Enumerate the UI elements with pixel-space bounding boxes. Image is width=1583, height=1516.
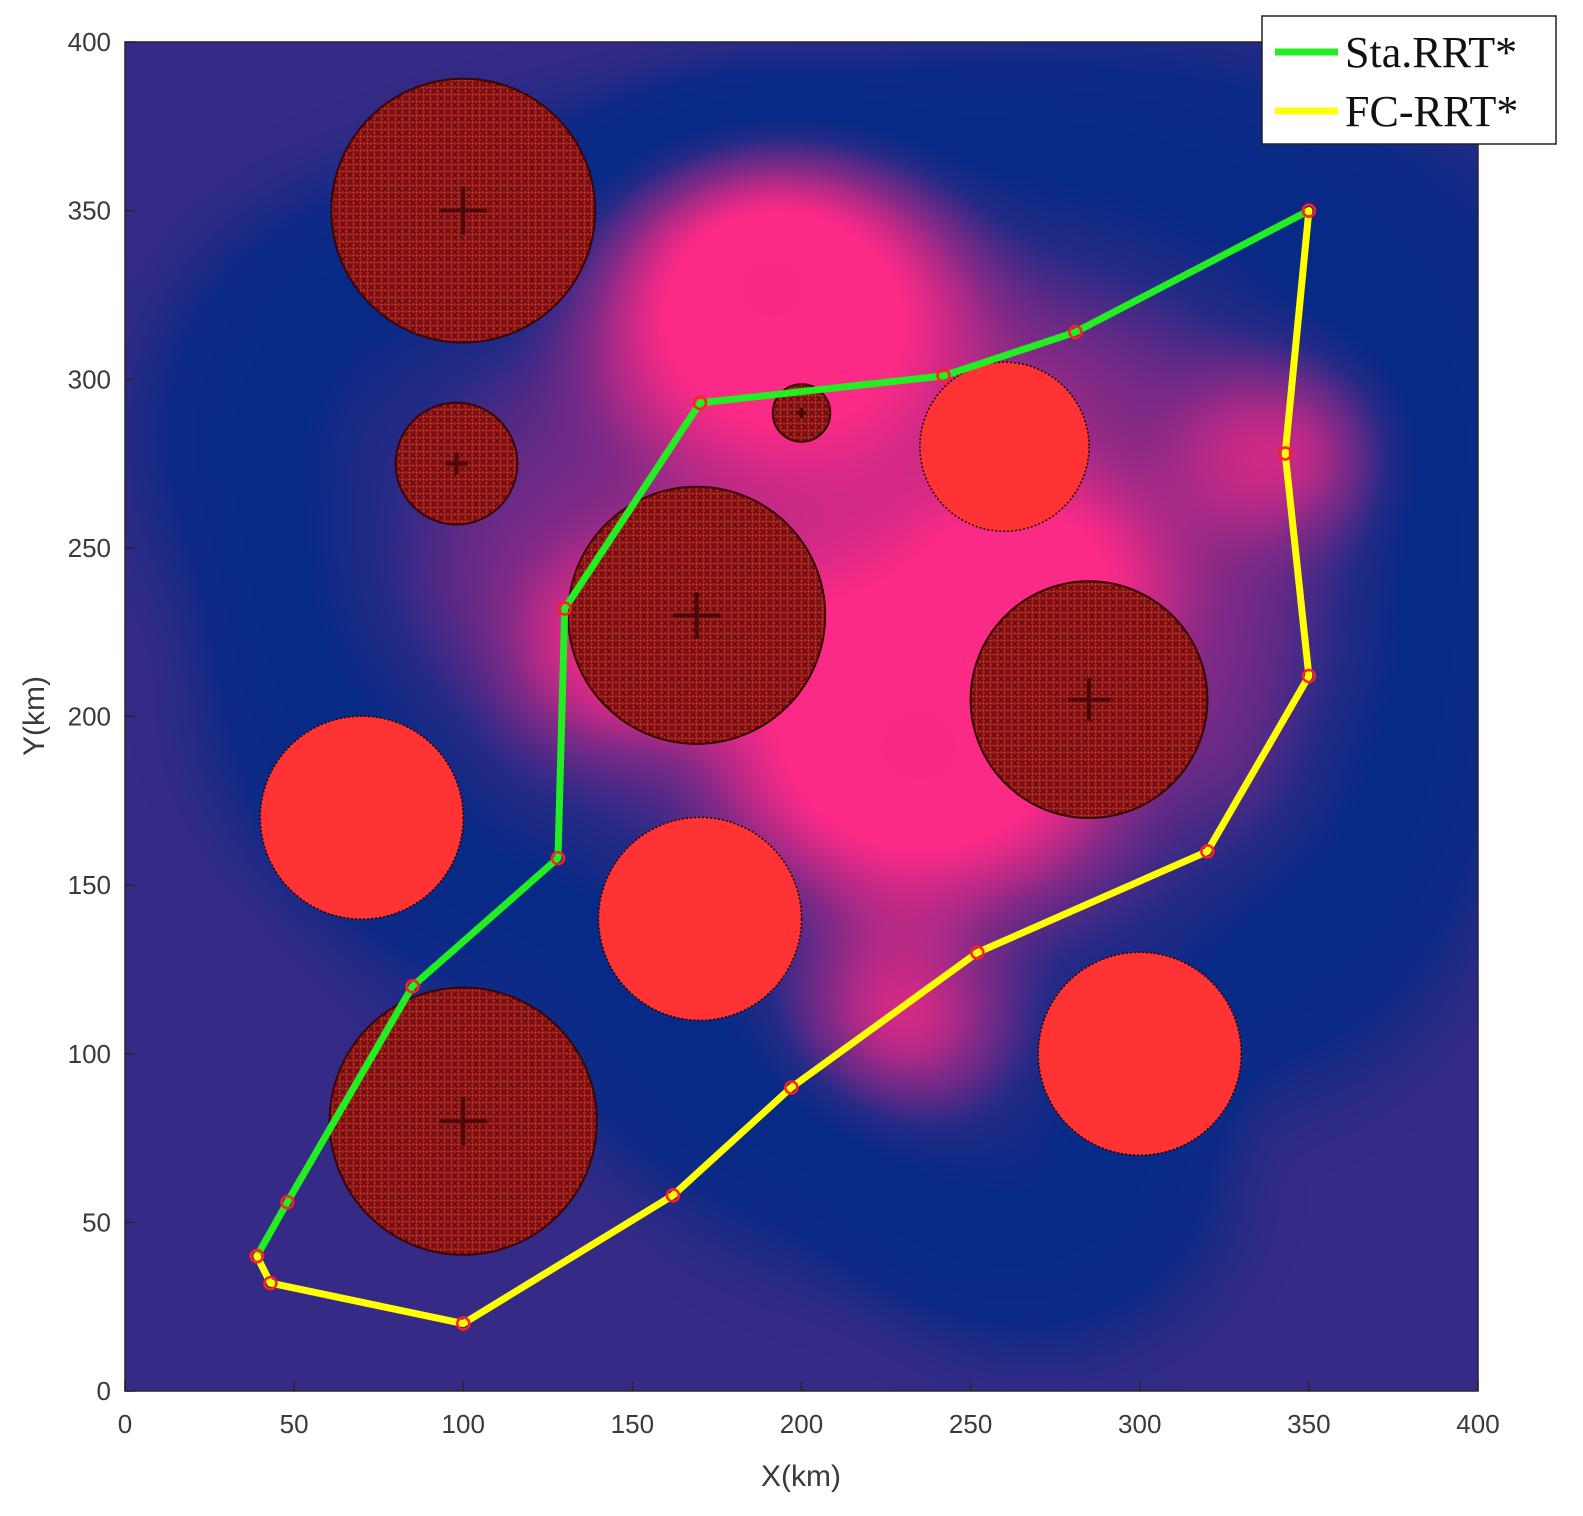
y-tick-label: 200 <box>68 702 111 732</box>
obstacle-center-mark <box>673 592 720 639</box>
obstacle-outline <box>969 580 1209 820</box>
x-tick-label: 0 <box>118 1409 132 1439</box>
y-tick-label: 50 <box>82 1207 111 1237</box>
legend-box <box>1261 15 1557 145</box>
waypoint-marker <box>249 1248 265 1264</box>
obstacle-layer <box>259 77 1242 1256</box>
waypoint-marker <box>1068 324 1083 340</box>
y-tick-label: 300 <box>68 364 111 394</box>
waypoint-marker <box>550 850 566 866</box>
obstacle-center-mark <box>439 186 487 235</box>
x-tick-label: 100 <box>442 1409 485 1439</box>
terrain-heatmap <box>125 42 1478 1391</box>
path-layer <box>249 203 1317 1331</box>
y-tick-label: 150 <box>68 870 111 900</box>
x-tick-label: 300 <box>1118 1409 1161 1439</box>
legend-label-fc-rrt: FC-RRT* <box>1345 87 1518 136</box>
waypoint-marker <box>692 395 708 411</box>
x-tick-label: 200 <box>780 1409 823 1439</box>
x-tick-label: 400 <box>1456 1409 1499 1439</box>
waypoint-marker <box>784 1080 799 1095</box>
x-tick-label: 250 <box>949 1409 992 1439</box>
obstacle-outline <box>394 401 519 526</box>
threat-zone <box>1037 951 1242 1156</box>
threat-zone <box>919 361 1090 533</box>
obstacle-center-mark <box>1067 678 1111 721</box>
threat-zone <box>259 715 464 920</box>
x-tick-label: 350 <box>1287 1409 1330 1439</box>
y-axis-label: Y(km) <box>18 676 51 756</box>
obstacle-outline <box>330 77 597 344</box>
waypoint-marker <box>1301 668 1317 684</box>
waypoint-marker <box>405 979 420 994</box>
waypoint-marker <box>263 1275 278 1291</box>
y-tick-label: 100 <box>68 1039 111 1069</box>
x-tick-label: 150 <box>611 1409 654 1439</box>
x-tick-label: 50 <box>280 1409 309 1439</box>
waypoint-marker <box>665 1188 681 1203</box>
obstacle-center-mark <box>439 1097 488 1146</box>
y-tick-label: 0 <box>97 1376 111 1406</box>
path-series-sta-rrt <box>253 207 1313 1260</box>
legend: Sta.RRT* FC-RRT* <box>1261 15 1557 145</box>
waypoint-marker <box>1200 844 1215 859</box>
obstacle-outline <box>771 383 832 443</box>
waypoint-marker <box>280 1194 295 1210</box>
waypoint-marker <box>557 601 572 616</box>
waypoint-marker <box>1277 446 1293 461</box>
y-tick-label: 250 <box>68 533 111 563</box>
waypoint-marker <box>456 1316 471 1331</box>
waypoint-marker <box>1301 203 1317 218</box>
waypoint-marker <box>970 945 985 960</box>
obstacle-outline <box>567 485 827 745</box>
y-tick-label: 350 <box>68 196 111 226</box>
y-axis-ticks: 0 50 100 150 200 250 300 350 400 <box>68 27 135 1406</box>
obstacle-center-mark <box>796 407 807 419</box>
x-axis-label: X(km) <box>761 1460 841 1493</box>
legend-label-sta-rrt: Sta.RRT* <box>1345 28 1517 77</box>
obstacle-outline <box>328 986 598 1256</box>
threat-zone <box>597 816 803 1022</box>
y-tick-label: 400 <box>68 27 111 57</box>
heat-peak <box>513 62 1022 494</box>
obstacle-center-mark <box>445 452 468 475</box>
heat-peak <box>1140 318 1444 576</box>
x-axis-ticks: 0 50 100 150 200 250 300 350 400 <box>118 1381 1500 1439</box>
path-series-fc-rrt <box>253 207 1313 1328</box>
waypoint-marker <box>936 368 951 384</box>
